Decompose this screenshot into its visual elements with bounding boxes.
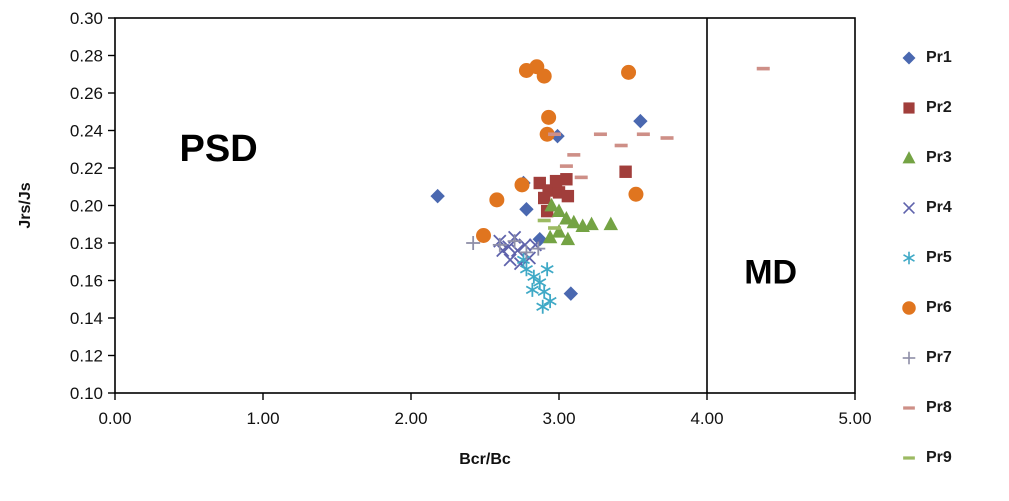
legend-item-pr6: Pr6: [899, 298, 952, 318]
legend-item-pr8: Pr8: [899, 398, 952, 418]
chart-legend: Pr1 Pr2 Pr3 Pr4 Pr5 Pr6 Pr7 Pr8: [899, 48, 952, 468]
x-marker-icon: [903, 202, 915, 214]
triangle-marker-icon: [902, 151, 916, 164]
square-marker-icon: [903, 102, 915, 114]
svg-text:PSD: PSD: [180, 128, 258, 170]
legend-item-pr9: Pr9: [899, 448, 952, 468]
svg-text:Bcr/Bc: Bcr/Bc: [459, 451, 511, 468]
legend-label: Pr4: [926, 199, 952, 216]
scatter-plot-svg: 0.00 1.00 2.00 3.00 4.00 5.00 0.30 0.28 0.26 0.24…: [17, 9, 872, 468]
svg-text:3.00: 3.00: [542, 409, 575, 428]
svg-text:5.00: 5.00: [838, 409, 871, 428]
asterisk-marker-icon: [903, 251, 915, 265]
svg-text:0.28: 0.28: [70, 47, 103, 66]
circle-marker-icon: [902, 301, 916, 315]
svg-text:MD: MD: [744, 253, 797, 291]
svg-text:0.14: 0.14: [70, 309, 103, 328]
svg-text:4.00: 4.00: [690, 409, 723, 428]
legend-label: Pr6: [926, 299, 952, 316]
svg-text:0.24: 0.24: [70, 122, 103, 141]
legend-label: Pr1: [926, 49, 952, 66]
plus-marker-icon: [902, 351, 916, 365]
legend-label: Pr9: [926, 449, 952, 466]
legend-label: Pr7: [926, 349, 952, 366]
legend-label: Pr8: [926, 399, 952, 416]
svg-text:0.30: 0.30: [70, 9, 103, 28]
svg-text:Jrs/Js: Jrs/Js: [17, 182, 34, 228]
legend-label: Pr2: [926, 99, 952, 116]
dash-marker-icon: [903, 456, 915, 460]
svg-text:0.12: 0.12: [70, 347, 103, 366]
legend-item-pr7: Pr7: [899, 348, 952, 368]
legend-item-pr2: Pr2: [899, 98, 952, 118]
legend-item-pr3: Pr3: [899, 148, 952, 168]
svg-text:0.22: 0.22: [70, 159, 103, 178]
svg-text:0.18: 0.18: [70, 234, 103, 253]
svg-text:2.00: 2.00: [394, 409, 427, 428]
legend-label: Pr5: [926, 249, 952, 266]
svg-text:0.26: 0.26: [70, 84, 103, 103]
legend-item-pr1: Pr1: [899, 48, 952, 68]
legend-item-pr4: Pr4: [899, 198, 952, 218]
svg-text:0.16: 0.16: [70, 272, 103, 291]
diamond-marker-icon: [902, 51, 916, 65]
legend-label: Pr3: [926, 149, 952, 166]
legend-item-pr5: Pr5: [899, 248, 952, 268]
svg-text:0.00: 0.00: [98, 409, 131, 428]
svg-text:0.10: 0.10: [70, 384, 103, 403]
svg-text:0.20: 0.20: [70, 197, 103, 216]
dash-marker-icon: [903, 406, 915, 410]
svg-text:1.00: 1.00: [246, 409, 279, 428]
